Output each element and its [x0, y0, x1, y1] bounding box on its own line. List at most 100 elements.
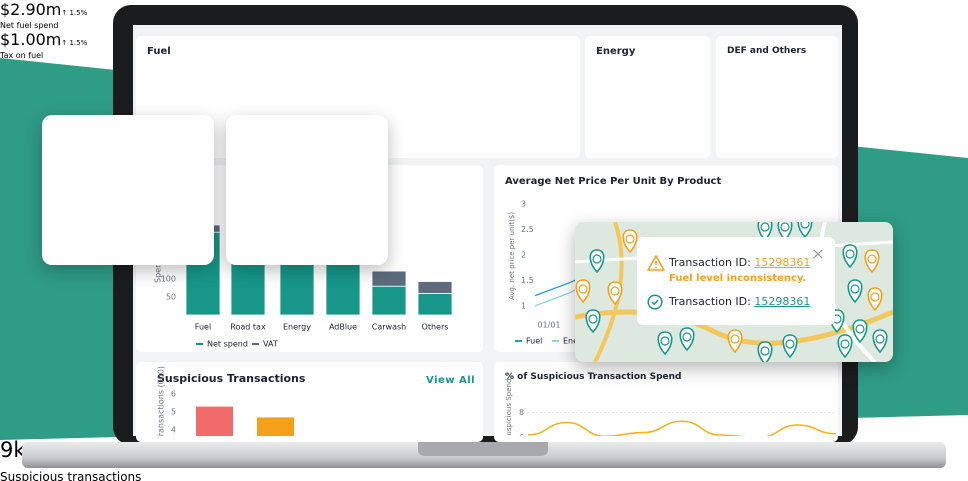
pin-body — [872, 329, 888, 354]
map-pin — [867, 287, 883, 312]
bar — [257, 417, 294, 436]
map-popup: Transaction ID: 15298361 Fuel level inco… — [575, 222, 893, 362]
map — [575, 222, 893, 362]
map-pin — [847, 279, 863, 304]
pin-body — [679, 327, 695, 352]
map-pin — [727, 329, 743, 354]
line — [527, 420, 837, 436]
metric: $1.00m↑ 1.5% Tax on fuel — [0, 30, 968, 60]
pin-dot — [625, 234, 635, 244]
card-title: % of Suspicious Transaction Spend — [505, 372, 682, 382]
y-axis-label: Suspicious Spend — [505, 379, 513, 440]
overlay-card — [42, 115, 214, 265]
x-tick-label: Energy — [283, 323, 311, 332]
y-tick-label: 4 — [171, 426, 176, 435]
y-tick-label: 2.5 — [521, 225, 534, 234]
card-title: Suspicious Transactions — [157, 372, 306, 385]
bar-segment — [417, 281, 453, 294]
pin-dot — [730, 334, 740, 344]
ok-prefix: Transaction ID: — [669, 295, 751, 308]
transaction-link[interactable]: 15298361 — [754, 256, 811, 269]
pin-dot — [845, 249, 855, 259]
map-pin — [622, 229, 638, 254]
overlay-card — [226, 115, 388, 265]
map-pin — [842, 244, 858, 269]
x-tick-label: Fuel — [195, 323, 211, 332]
pin-body — [867, 287, 883, 312]
pin-body — [847, 279, 863, 304]
y-tick-label: 8 — [519, 408, 524, 417]
metric-value: 9k — [0, 438, 26, 462]
alert-prefix: Transaction ID: — [669, 256, 751, 269]
metric-row: $2.90m↑ 1.5% — [0, 0, 968, 19]
pin-body — [657, 331, 673, 356]
y-axis-label: Spend — [154, 258, 163, 283]
x-tick-label: Carwash — [372, 323, 406, 332]
metric-label: Net fuel spend — [0, 21, 59, 30]
alert-message: Fuel level inconsistency. — [669, 273, 807, 284]
metric-row: $1.00m↑ 1.5% — [0, 30, 968, 49]
metric: $2.90m↑ 1.5% Net fuel spend — [0, 0, 968, 30]
pin-dot — [870, 292, 880, 302]
alert-line: Transaction ID: 15298361 — [669, 256, 810, 269]
y-tick-label: 6 — [171, 390, 176, 399]
y-tick-label: 6 — [519, 433, 524, 442]
pin-dot — [660, 336, 670, 346]
card-title: Average Net Price Per Unit By Product — [505, 176, 722, 187]
transaction-link[interactable]: 15298361 — [754, 295, 811, 308]
pin-dot — [588, 314, 598, 324]
close-button[interactable] — [813, 249, 823, 259]
bar-segment — [417, 292, 453, 316]
pin-dot — [785, 339, 795, 349]
percent-card: % of Suspicious Transaction Spend — [494, 362, 838, 442]
metric-change: ↑ 1.5% — [61, 39, 88, 47]
pin-dot — [780, 222, 790, 232]
suspicious-card: Suspicious Transactions View All — [136, 362, 483, 442]
pin-dot — [867, 254, 877, 264]
metric-value: $2.90m — [0, 0, 62, 19]
pin-body — [585, 309, 601, 334]
pin-body — [797, 222, 813, 239]
pin-dot — [760, 222, 770, 232]
road — [575, 309, 893, 346]
ok-line: Transaction ID: 15298361 — [669, 295, 810, 308]
map-pin — [607, 281, 623, 306]
x-tick-label: AdBlue — [329, 323, 357, 332]
map-pin — [757, 341, 773, 362]
x-tick-label: Road tax — [230, 323, 266, 332]
pin-dot — [610, 286, 620, 296]
pin-body — [757, 341, 773, 362]
y-tick-label: 1.5 — [521, 276, 534, 285]
map-pins — [575, 222, 888, 362]
card-title: Fuel — [147, 46, 171, 57]
card-title: Energy — [596, 46, 636, 57]
view-all-link[interactable]: View All — [426, 375, 476, 386]
pin-dot — [800, 222, 810, 229]
y-tick-label: 3 — [521, 200, 526, 209]
pin-body — [782, 334, 798, 359]
map-pin — [797, 222, 813, 239]
pin-body — [842, 244, 858, 269]
pin-body — [607, 281, 623, 306]
x-tick-label: Others — [422, 323, 449, 332]
chart-layer: Spend 50 100 Fuel Road tax Energy AdBlue Carwas… — [154, 200, 837, 442]
map-pin — [782, 334, 798, 359]
legend-label: Fuel — [526, 337, 542, 346]
map-pin — [757, 222, 773, 242]
y-tick-label: 50 — [166, 293, 176, 302]
map-pin — [575, 279, 591, 304]
metric-label: Suspicious transactions — [0, 470, 142, 481]
bar-segment — [371, 270, 407, 287]
map-pin — [585, 309, 601, 334]
y-axis-label: Transactions (000) — [157, 366, 166, 441]
pin-dot — [850, 284, 860, 294]
energy-card: Energy — [585, 36, 710, 158]
pin-dot — [682, 332, 692, 342]
pin-dot — [578, 284, 588, 294]
bar — [196, 406, 233, 436]
pin-body — [727, 329, 743, 354]
check-icon — [647, 294, 663, 310]
x-tick-label: 01/01 — [537, 321, 560, 330]
map-pin — [852, 319, 868, 344]
